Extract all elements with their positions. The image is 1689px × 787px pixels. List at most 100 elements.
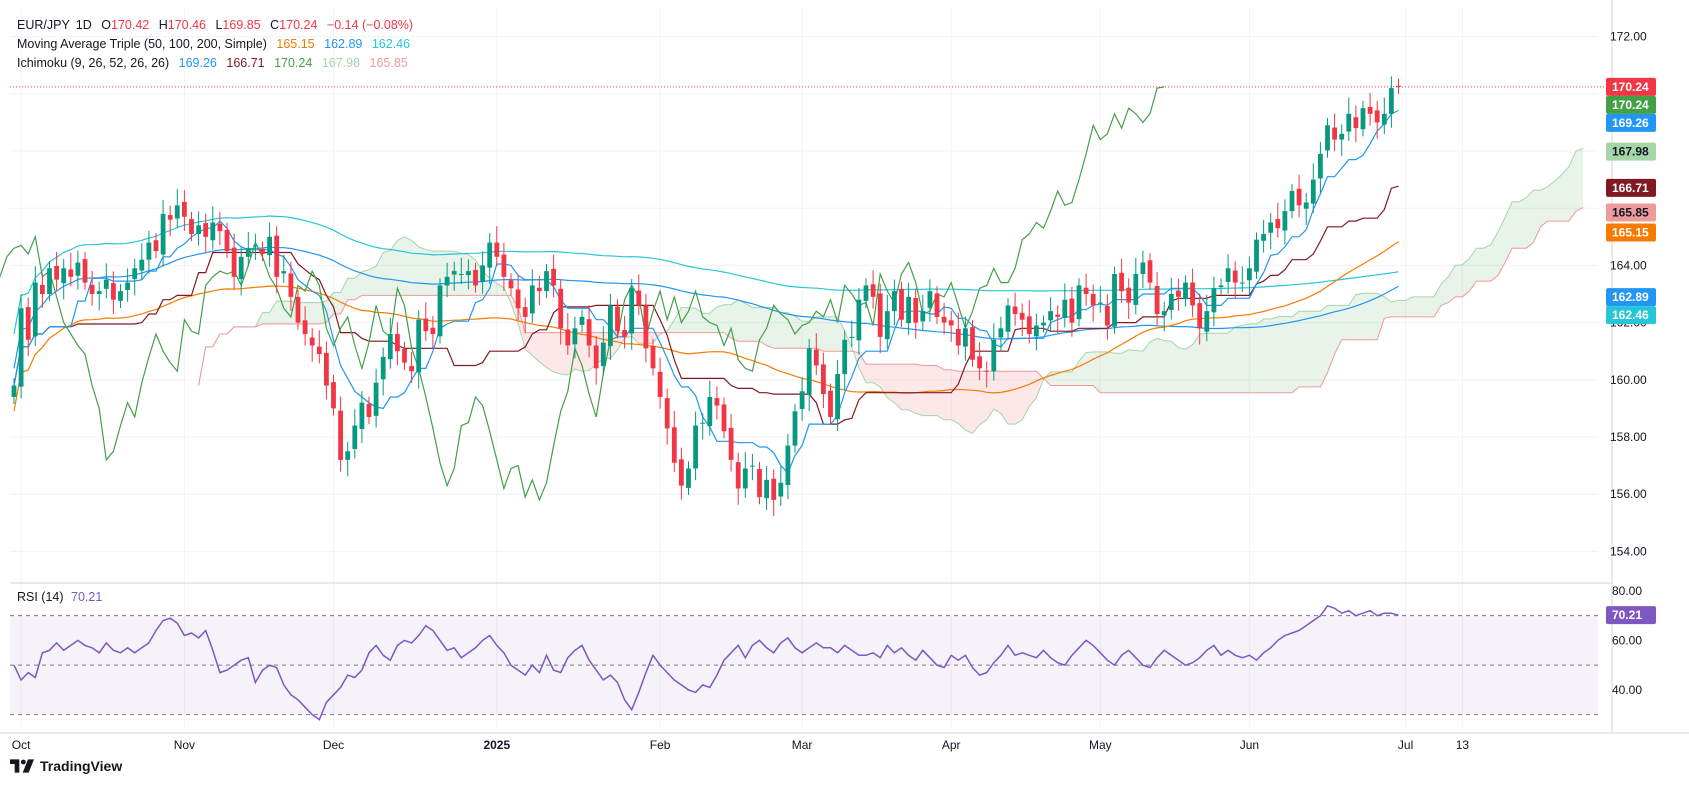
candle-body bbox=[203, 223, 209, 237]
cloud-segment bbox=[823, 316, 831, 352]
cloud-segment bbox=[1178, 347, 1186, 393]
cloud-segment bbox=[1263, 319, 1271, 393]
cloud-segment bbox=[1348, 294, 1356, 340]
cloud-segment bbox=[795, 316, 803, 349]
cloud-segment bbox=[887, 364, 895, 403]
cloud-segment bbox=[1455, 264, 1463, 297]
cloud-segment bbox=[1277, 316, 1285, 393]
cloud-segment bbox=[361, 269, 369, 296]
candle-body bbox=[210, 222, 216, 241]
candle-body bbox=[799, 391, 805, 409]
candle-body bbox=[941, 316, 947, 323]
candle-body bbox=[387, 334, 393, 360]
cloud-segment bbox=[1128, 349, 1136, 393]
candle-body bbox=[103, 279, 109, 289]
cloud-segment bbox=[1441, 276, 1449, 306]
cloud-segment bbox=[1334, 305, 1342, 355]
chikou-value: 170.24 bbox=[274, 56, 313, 70]
cloud-segment bbox=[631, 332, 639, 344]
cloud-segment bbox=[461, 253, 469, 296]
candle-body bbox=[1325, 125, 1330, 151]
ohlc-close: 170.24 bbox=[279, 18, 318, 32]
candle-body bbox=[948, 320, 954, 326]
cloud-segment bbox=[1157, 338, 1165, 393]
cloud-segment bbox=[390, 240, 398, 296]
tradingview-brand[interactable]: TradingView bbox=[10, 758, 122, 774]
candle-body bbox=[1239, 282, 1245, 284]
cloud-segment bbox=[1242, 324, 1250, 393]
brand-name: TradingView bbox=[40, 758, 123, 774]
candle-body bbox=[430, 327, 436, 335]
candle-body bbox=[629, 288, 635, 334]
cloud-segment bbox=[986, 371, 994, 420]
cloud-segment bbox=[1107, 351, 1115, 393]
rsi-panel bbox=[10, 604, 1598, 721]
candle-body bbox=[473, 269, 478, 286]
cloud-segment bbox=[1576, 148, 1584, 212]
candle-body bbox=[1367, 106, 1373, 114]
cloud-segment bbox=[1355, 293, 1363, 340]
cloud-segment bbox=[894, 364, 902, 410]
cloud-segment bbox=[397, 236, 405, 296]
candle-body bbox=[572, 328, 578, 345]
cloud-segment bbox=[1079, 352, 1087, 386]
rsi-legend-value: 70.21 bbox=[71, 590, 103, 604]
price-tag-bg bbox=[1606, 223, 1656, 242]
cloud-segment bbox=[944, 369, 952, 420]
ohlc-low-label: L bbox=[215, 18, 223, 32]
symbol-legend: EUR/JPY 1D O170.42 H170.46 L169.85 C170.2… bbox=[17, 18, 419, 32]
cloud-segment bbox=[1476, 248, 1484, 282]
candle-body bbox=[160, 213, 166, 255]
ma200-value: 162.46 bbox=[371, 37, 411, 51]
price-tag-label: 162.46 bbox=[1612, 308, 1649, 322]
candle-body bbox=[11, 385, 17, 397]
candle-body bbox=[111, 283, 116, 300]
candle-body bbox=[1154, 285, 1160, 315]
cloud-segment bbox=[1469, 248, 1477, 292]
candle-body bbox=[913, 298, 919, 323]
candle-body bbox=[899, 288, 904, 320]
cloud-segment bbox=[873, 364, 881, 387]
cloud-segment bbox=[1512, 201, 1520, 249]
symbol[interactable]: EUR/JPY bbox=[17, 18, 70, 32]
interval[interactable]: 1D bbox=[75, 18, 92, 32]
cloud-segment bbox=[539, 332, 547, 368]
candle-body bbox=[224, 229, 230, 252]
candle-body bbox=[615, 306, 620, 332]
candle-body bbox=[970, 327, 975, 360]
candle-body bbox=[288, 273, 294, 297]
cloud-segment bbox=[830, 316, 838, 352]
cloud-segment bbox=[425, 249, 433, 296]
cloud-segment bbox=[1192, 334, 1200, 393]
ma-legend[interactable]: Moving Average Triple (50, 100, 200, Sim… bbox=[17, 37, 416, 51]
candle-body bbox=[508, 280, 514, 289]
cloud-segment bbox=[1426, 296, 1434, 317]
ma-legend-name: Moving Average Triple (50, 100, 200, Sim… bbox=[17, 37, 267, 51]
candle-body bbox=[700, 422, 706, 424]
cloud-segment bbox=[532, 332, 540, 362]
candle-body bbox=[217, 223, 223, 232]
candle-body bbox=[1026, 316, 1032, 335]
cloud-segment bbox=[1363, 293, 1371, 340]
rsi-legend[interactable]: RSI (14) 70.21 bbox=[17, 590, 102, 604]
candle-body bbox=[18, 308, 24, 387]
candle-body bbox=[515, 289, 521, 309]
candle-body bbox=[153, 240, 159, 252]
candle-body bbox=[373, 382, 379, 416]
candle-body bbox=[253, 245, 258, 247]
candle-body bbox=[466, 271, 471, 276]
candle-body bbox=[1332, 127, 1337, 140]
candle-body bbox=[1183, 282, 1188, 300]
candle-body bbox=[622, 330, 627, 337]
tenkan-value: 169.26 bbox=[178, 56, 217, 70]
candle-body bbox=[565, 329, 571, 346]
candle-body bbox=[828, 390, 833, 417]
ichimoku-legend[interactable]: Ichimoku (9, 26, 52, 26, 26) 169.26 166.… bbox=[17, 56, 414, 70]
cloud-segment bbox=[1249, 324, 1257, 393]
rsi-tick-label: 80.00 bbox=[1612, 584, 1642, 598]
price-tag-bg bbox=[1606, 203, 1656, 222]
cloud-segment bbox=[1228, 326, 1236, 393]
candle-body bbox=[1097, 302, 1103, 304]
candle-body bbox=[1374, 110, 1380, 123]
